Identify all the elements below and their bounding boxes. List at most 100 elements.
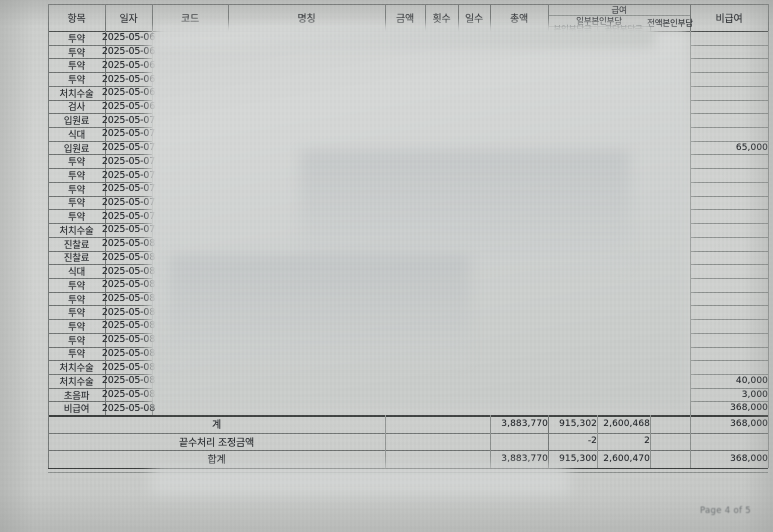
table-rule-horizontal [48, 305, 152, 307]
row-non-benefit: 368,000 [730, 403, 768, 414]
row-non-benefit [690, 305, 773, 319]
table-rule-horizontal [48, 140, 152, 142]
row-item: 비급여 [63, 404, 90, 416]
table-rule-horizontal [690, 72, 768, 74]
row-date: 2025-05-08 [101, 361, 156, 373]
table-rule-horizontal [690, 44, 768, 46]
summary-insurer-pay: 2 [644, 436, 650, 447]
table-rule-horizontal [690, 85, 768, 87]
summary-self-pay: 915,300 [559, 453, 597, 464]
table-rule-vertical [105, 4, 106, 31]
summary-non-benefit: 368,000 [730, 418, 768, 429]
summary-total [490, 433, 553, 451]
header-amount: 금액 [396, 14, 414, 25]
row-date: 2025-05-07 [101, 210, 156, 222]
table-rule-horizontal [690, 168, 768, 170]
row-item: 투약 [67, 335, 86, 347]
row-non-benefit [690, 223, 773, 237]
header-date: 일자 [119, 14, 138, 25]
table-rule-horizontal [48, 209, 152, 211]
table-rule-vertical [690, 4, 691, 31]
row-date: 2025-05-07 [101, 114, 156, 126]
table-rule-horizontal [690, 319, 768, 321]
table-rule-horizontal [690, 209, 768, 211]
row-date: 2025-05-07 [101, 169, 156, 181]
row-item: 입원료 [63, 143, 90, 155]
row-non-benefit [690, 168, 773, 182]
row-item: 처치수술 [59, 376, 94, 388]
row-item: 처치수술 [59, 225, 94, 237]
row-date: 2025-05-06 [101, 46, 156, 58]
row-non-benefit [690, 58, 773, 72]
header-group-benefit: 급여 [611, 5, 627, 16]
row-date: 2025-05-07 [101, 196, 156, 208]
table-rule-horizontal [48, 195, 152, 197]
row-item: 투약 [67, 33, 86, 45]
redaction-smudge-b [170, 255, 470, 365]
row-non-benefit [690, 319, 773, 333]
header-name: 명칭 [297, 14, 316, 25]
table-rule-horizontal [48, 168, 152, 170]
page-label: Page 4 of 5 [700, 506, 751, 516]
row-non-benefit [690, 196, 773, 210]
table-rule-horizontal [690, 127, 768, 129]
table-rule-horizontal [48, 291, 152, 293]
table-rule-horizontal [48, 181, 152, 183]
table-rule-vertical [48, 432, 49, 451]
row-date: 2025-05-08 [101, 375, 156, 387]
table-rule-vertical [385, 415, 386, 433]
summary-non-benefit [690, 433, 773, 451]
redaction-wash-top [155, 24, 655, 48]
row-date: 2025-05-08 [101, 306, 156, 318]
row-date: 2025-05-08 [101, 293, 156, 305]
row-non-benefit [690, 72, 773, 86]
summary-total: 3,883,770 [501, 418, 548, 429]
summary-non-benefit: 368,000 [730, 453, 768, 464]
row-date: 2025-05-08 [101, 334, 156, 346]
summary-insurer-pay: 2,600,468 [603, 418, 650, 429]
table-rule-vertical [490, 432, 491, 451]
row-date: 2025-05-08 [101, 279, 156, 291]
table-rule-vertical [490, 4, 491, 31]
row-item: 투약 [67, 184, 86, 196]
row-item: 투약 [67, 157, 86, 169]
row-non-benefit [690, 113, 773, 127]
summary-self-pay: -2 [587, 436, 597, 447]
table-rule-vertical [597, 450, 598, 468]
row-date: 2025-05-07 [101, 183, 156, 195]
table-rule-horizontal [48, 127, 152, 129]
table-rule-vertical [768, 31, 769, 416]
header-partial-self-pay: 일부본인부담 [576, 16, 622, 27]
table-rule-horizontal [48, 277, 152, 279]
row-item: 검사 [67, 102, 86, 114]
table-rule-vertical [425, 4, 426, 31]
table-rule-horizontal [690, 58, 768, 60]
table-rule-horizontal [690, 154, 768, 156]
table-rule-horizontal [690, 113, 768, 115]
table-rule-vertical [548, 432, 549, 451]
row-non-benefit [690, 237, 773, 251]
table-rule-horizontal [690, 236, 768, 238]
table-rule-vertical [690, 432, 691, 451]
header-count: 횟수 [432, 14, 451, 25]
header-total: 총액 [510, 14, 528, 25]
row-item: 투약 [67, 198, 86, 210]
table-rule-vertical [385, 450, 386, 468]
table-rule-vertical [548, 415, 549, 433]
row-non-benefit [690, 278, 773, 292]
table-rule-horizontal [48, 154, 152, 156]
summary-insurer-pay: 2,600,470 [603, 453, 650, 464]
row-item: 투약 [67, 294, 86, 306]
row-date: 2025-05-08 [101, 251, 156, 263]
table-rule-vertical [768, 4, 769, 31]
table-rule-vertical [548, 450, 549, 468]
table-rule-horizontal [48, 319, 152, 321]
table-rule-horizontal [690, 346, 768, 348]
table-rule-vertical [458, 4, 459, 31]
row-non-benefit [690, 264, 773, 278]
table-rule-vertical [48, 415, 49, 433]
table-rule-horizontal [690, 223, 768, 225]
row-item: 투약 [67, 75, 86, 87]
table-rule-horizontal [48, 44, 152, 46]
row-non-benefit [690, 31, 773, 45]
